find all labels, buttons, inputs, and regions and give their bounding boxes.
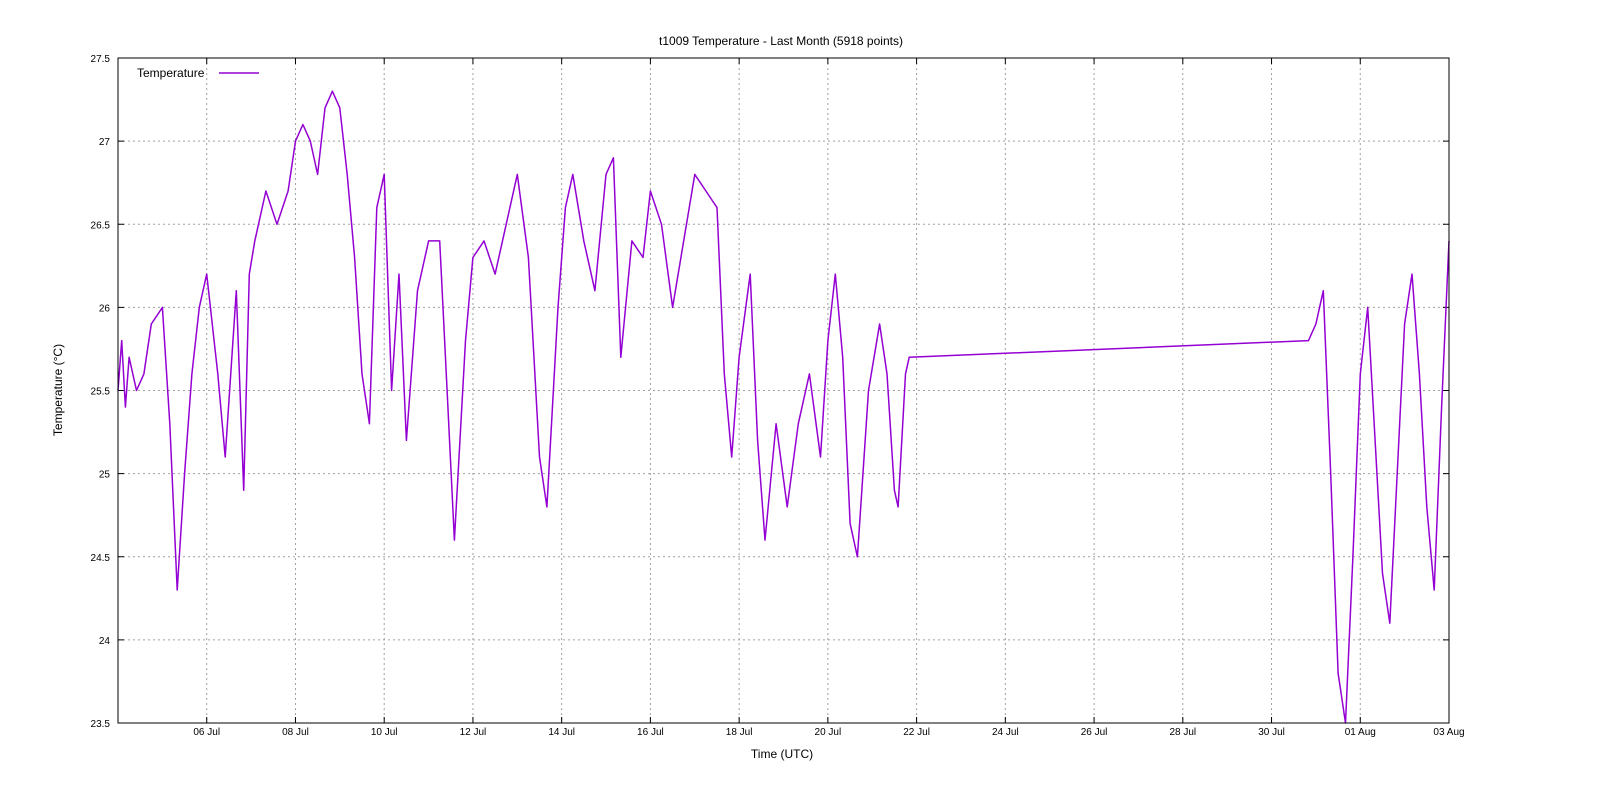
series-line-temperature [117,90,1450,724]
y-tick-label: 27 [99,137,111,148]
y-tick-label: 24 [99,636,111,647]
x-tick-label: 28 Jul [1169,727,1196,738]
x-tick-label: 03 Aug [1433,727,1464,738]
grid-lines [118,58,1449,723]
legend-label-temperature: Temperature [137,66,205,80]
y-tick-label: 25 [99,470,111,481]
y-axis-label: Temperature (°C) [51,344,65,436]
legend: Temperature [137,66,259,80]
x-tick-label: 12 Jul [460,727,487,738]
y-tick-label: 23.5 [91,719,111,730]
series-layer [117,90,1450,724]
x-tick-label: 30 Jul [1258,727,1285,738]
x-tick-label: 14 Jul [548,727,575,738]
x-tick-label: 01 Aug [1345,727,1376,738]
x-tick-label: 06 Jul [193,727,220,738]
x-tick-label: 20 Jul [815,727,842,738]
y-tick-label: 27.5 [91,54,111,65]
chart-title: t1009 Temperature - Last Month (5918 poi… [659,34,903,48]
y-tick-label: 24.5 [91,553,111,564]
y-tick-label: 25.5 [91,387,111,398]
x-axis-ticks: 06 Jul 08 Jul 10 Jul 12 Jul 14 Jul 16 Jul 18 J… [193,58,1465,738]
plot-frame [117,57,1450,724]
x-axis-label: Time (UTC) [751,747,813,761]
x-tick-label: 24 Jul [992,727,1019,738]
x-tick-label: 26 Jul [1081,727,1108,738]
x-tick-label: 08 Jul [282,727,309,738]
x-tick-label: 16 Jul [637,727,664,738]
y-tick-label: 26.5 [91,220,111,231]
x-tick-label: 22 Jul [903,727,930,738]
x-tick-label: 10 Jul [371,727,398,738]
y-tick-label: 26 [99,303,111,314]
x-tick-label: 18 Jul [726,727,753,738]
y-axis-ticks: 23.5 24 24.5 25 25.5 26 26.5 27 27.5 [91,54,1449,730]
